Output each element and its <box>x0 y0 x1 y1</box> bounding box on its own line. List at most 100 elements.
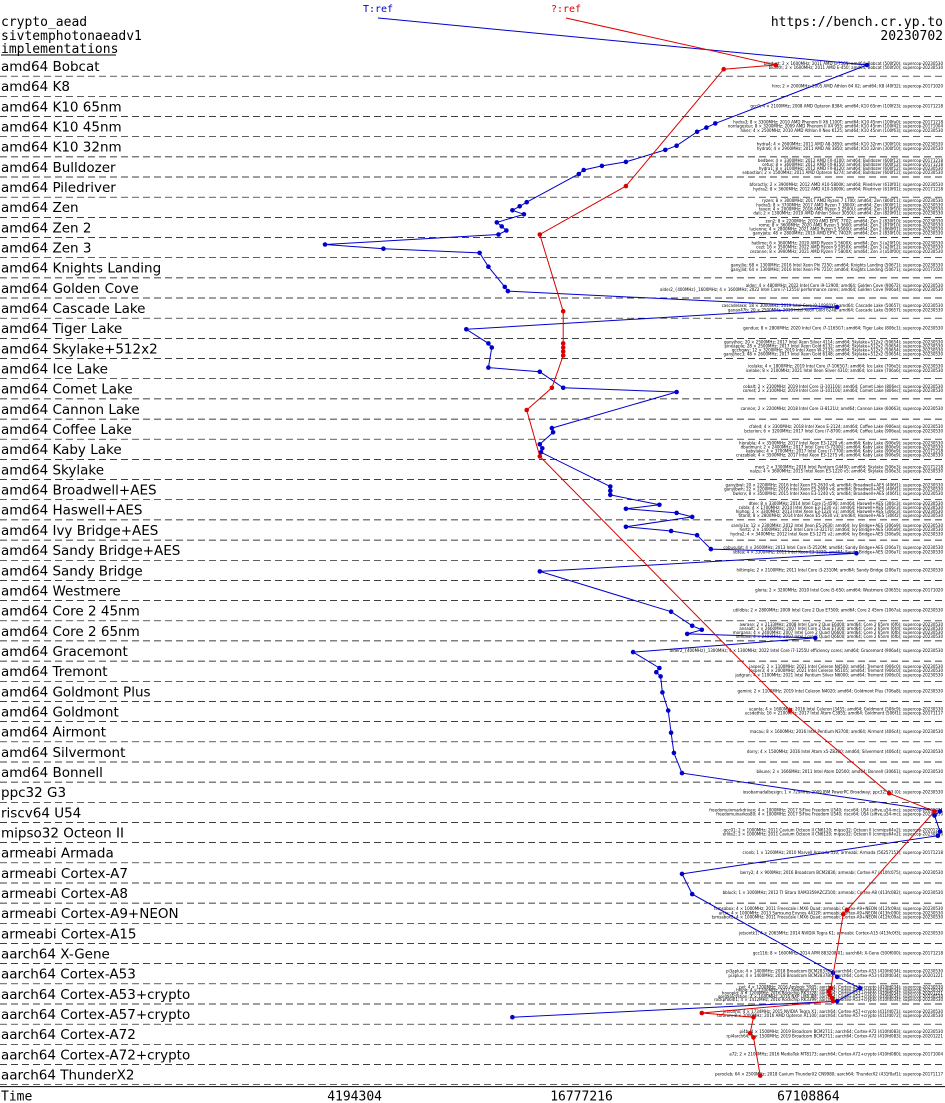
machine-label: zen2; 8 × 2200MHz; 2019 AMD EPYC 7702; a… <box>766 218 944 223</box>
data-point <box>537 442 543 447</box>
data-point <box>751 1035 756 1040</box>
category-label: amd64 Ice Lake <box>1 362 108 378</box>
category-label: aarch64 Cortex-A57+crypto <box>1 1007 190 1023</box>
site-url[interactable]: https://bench.cr.yp.to <box>771 15 943 30</box>
category-label: amd64 Bobcat <box>1 59 100 75</box>
machine-label: rockpro64l1; 4 × 1412MHz; 2016 Rockchip … <box>714 997 943 1002</box>
data-point <box>773 62 779 68</box>
machine-label: alder2_{400MHz}_1300MHz; 4 × 1300MHz; 20… <box>670 648 944 653</box>
data-point <box>623 183 629 189</box>
machine-label: sebastian; 2 × 1500MHz; 2011 AMD Opteron… <box>742 170 943 175</box>
category-label: armeabi Cortex-A7 <box>1 866 128 882</box>
machine-label: awrase; 2 × 2133MHz; 2008 Intel Core 2 D… <box>740 622 944 627</box>
machine-label: ganyjhoc; 20 × 2500MHz; 2017 Intel Xeon … <box>724 339 943 344</box>
data-point <box>886 791 892 796</box>
category-label: amd64 Sandy Bridge+AES <box>1 543 180 559</box>
machine-label: hydra4; 4 × 2600MHz; 2011 AMD A8-3850; a… <box>757 142 944 147</box>
data-point <box>713 121 718 126</box>
machine-label: pel; 4 × 1200MHz; 2016 Amlogic S905; aar… <box>739 984 943 989</box>
data-point <box>787 708 793 713</box>
data-point <box>689 891 695 897</box>
category-label: amd64 Airmont <box>1 725 106 741</box>
data-point <box>560 345 566 350</box>
machine-label: comet; 2 × 2100MHz; 2019 Intel Core i3-1… <box>743 388 944 393</box>
machine-label: jasper2; 2 × 1100MHz; 2021 Intel Celeron… <box>748 664 943 669</box>
data-point <box>494 220 500 225</box>
data-point <box>840 912 846 917</box>
data-point <box>623 159 629 165</box>
series-line <box>526 17 936 1076</box>
data-point <box>932 809 937 814</box>
data-point <box>608 484 613 489</box>
data-point <box>502 284 508 290</box>
machine-label: pi4b; 4 × 1500MHz; 2019 Broadcom BCM2711… <box>739 1029 943 1034</box>
data-point <box>813 635 818 641</box>
data-point <box>708 546 714 552</box>
machine-label: nalzu; 4 × 3600MHz; 2015 Intel Xeon E3-1… <box>750 469 944 474</box>
data-point <box>674 389 679 395</box>
series-lines: T:ref ?:ref <box>322 4 943 1078</box>
data-point <box>524 199 529 205</box>
category-label: amd64 Sandy Bridge <box>1 563 143 579</box>
machine-label: ganyjbwl; 20 × 2200MHz; 2016 Intel Xeon … <box>726 483 944 488</box>
data-point <box>671 750 677 756</box>
category-label: amd64 K10 45nm <box>1 120 122 136</box>
machine-label: cronb; 1 × 1200MHz; 2010 Marvell Armada … <box>743 850 944 855</box>
machine-label: gcc01; 2 × 1000MHz; 2011 Cavium Octeon I… <box>724 828 944 833</box>
machine-label: rome; 8 × 3600MHz; 2020 AMD Ryzen 5 3600… <box>759 222 944 227</box>
category-label: amd64 Bonnell <box>1 765 103 781</box>
machine-label: hiphop; 2 × 3300MHz; 2013 Intel Xeon E3-… <box>736 509 944 514</box>
data-point <box>668 730 674 735</box>
category-label: amd64 Kaby Lake <box>1 442 122 458</box>
machine-label: hydra5; 8 × 3700MHz; 2017 AMD Ryzen 7 18… <box>756 202 943 207</box>
data-point <box>663 147 668 153</box>
data-point <box>496 232 501 237</box>
machine-label: dorry; 4 × 1500MHz; 2016 Intel Atom x5-Z… <box>747 749 944 754</box>
machine-label: kabylake; 4 × 3700MHz; 2017 Intel Core i… <box>746 448 944 453</box>
data-point <box>654 669 659 675</box>
data-point <box>550 430 556 435</box>
machine-label: hoyoplg; 4 × 1200MHz; 2016 Rockchip RK33… <box>722 991 944 996</box>
machine-label: freedomuinmarkdriven; 4 × 1000MHz; 2017 … <box>709 807 943 812</box>
machine-label: bforactly; 2 × 3900MHz; 2012 AMD A10-580… <box>749 182 943 187</box>
data-point <box>538 450 544 455</box>
category-label: armeabi Cortex-A15 <box>1 926 137 942</box>
machine-label: bbluck; 1 × 1000MHz; 2012 TI Sitara XAM3… <box>723 890 944 895</box>
data-point <box>932 813 937 818</box>
machine-label: bwlsrv; 8 × 3500MHz; 2015 Intel Xeon E3-… <box>733 491 943 496</box>
machine-label: berry2; 4 × 900MHz; 2016 Broadcom BCM283… <box>740 870 943 875</box>
machine-label: cobla; 4 × 1700MHz; 2014 Intel Xeon E3-1… <box>739 505 944 510</box>
data-point <box>549 425 555 431</box>
data-point <box>560 349 566 354</box>
data-point <box>864 62 870 68</box>
machine-label: gendux; 8 × 2800MHz; 2020 Intel Core i7-… <box>743 325 943 330</box>
data-point <box>608 492 613 498</box>
machine-label: cobusulat; 4 × 2600MHz; 2013 Intel Core … <box>723 545 943 550</box>
data-point <box>524 407 529 413</box>
category-label: amd64 Tremont <box>1 664 108 680</box>
machine-label: titan0; 8 × 2800MHz; 2014 Intel Xeon E5-… <box>738 513 943 518</box>
data-point <box>537 369 543 375</box>
machine-label: tiklog; 4 × 1200MHz; 2017 Allwinner H3; … <box>736 987 943 992</box>
data-point <box>322 242 328 247</box>
data-point <box>668 609 674 614</box>
data-point <box>623 524 629 530</box>
data-point <box>486 341 491 346</box>
category-label: amd64 Tiger Lake <box>1 321 122 337</box>
category-label: amd64 Westmere <box>1 583 121 599</box>
data-point <box>699 627 705 633</box>
machine-label: cascadelake; 18 × 3000MHz; 2019 Intel Co… <box>722 303 944 308</box>
data-point <box>674 510 679 516</box>
data-point <box>689 623 695 629</box>
machine-label: ganyjlie; 68 × 1300MHz; 2016 Intel Xeon … <box>731 263 944 268</box>
machine-label: ryzen; 8 × 3000MHz; 2017 AMD Ryzen 7 170… <box>762 198 944 203</box>
category-label: aarch64 ThunderX2 <box>1 1068 134 1084</box>
category-label: aarch64 Cortex-A53 <box>1 967 136 983</box>
machine-label: cannon; 2 × 2200MHz; 2018 Intel Core i3-… <box>741 406 944 411</box>
data-point <box>704 125 709 130</box>
category-label: amd64 Golden Cove <box>1 281 139 297</box>
category-label: amd64 Coffee Lake <box>1 422 132 438</box>
category-label: aarch64 Cortex-A72 <box>1 1027 136 1043</box>
machine-label: hertz; 2 × 1400MHz; 2012 Intel Core i3-3… <box>740 527 944 532</box>
